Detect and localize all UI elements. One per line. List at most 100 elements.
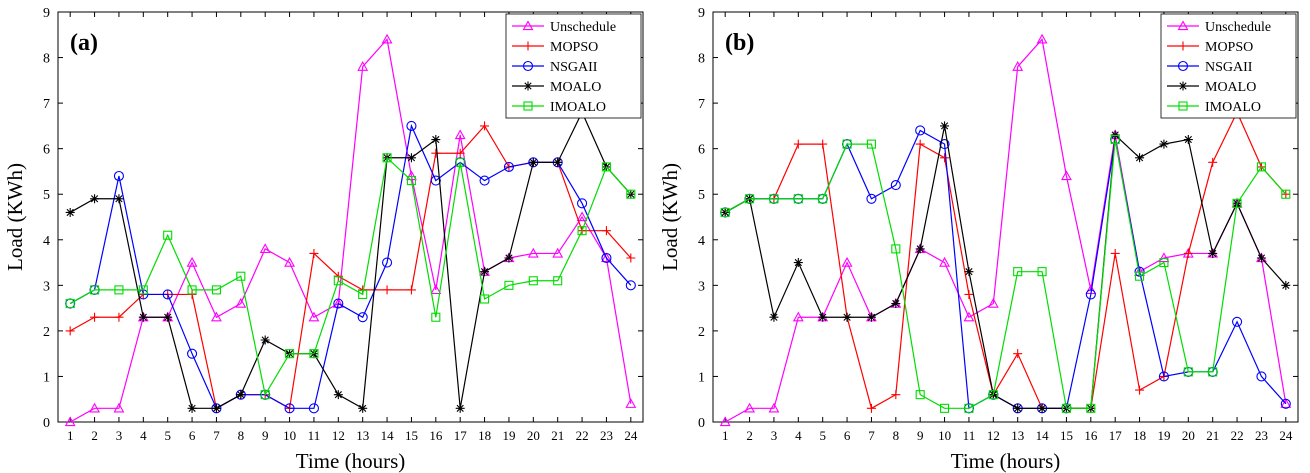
chart-a-xtick-label: 5 (164, 428, 171, 443)
chart-a-xtick-label: 19 (502, 428, 515, 443)
chart-b-point-nsgaii (1085, 289, 1096, 300)
chart-b-point-imoalo (842, 139, 852, 149)
chart-a-legend-label-moalo: MOALO (550, 80, 601, 95)
chart-b-point-nsgaii (915, 125, 926, 136)
chart-a-point-imoalo (285, 349, 295, 359)
chart-b-xtick-label: 22 (1231, 428, 1244, 443)
chart-a-xtick-label: 4 (140, 428, 147, 443)
chart-a-point-imoalo (114, 285, 124, 295)
chart-a-point-nsgaii (577, 198, 588, 209)
chart-a-point-nsgaii (503, 161, 514, 172)
chart-a-xtick-label: 1 (67, 428, 74, 443)
chart-b-xtick-label: 15 (1060, 428, 1073, 443)
chart-a-point-mopso (114, 312, 124, 322)
chart-a-point-mopso (333, 271, 343, 281)
chart-a-point-unschedule (186, 256, 198, 267)
chart-b-ytick-label: 7 (698, 97, 705, 112)
chart-b-ytick-label: 5 (698, 188, 705, 203)
chart-a-point-unschedule (454, 129, 466, 140)
chart-a-point-mopso (65, 326, 75, 336)
chart-b-panel-label: (b) (725, 30, 754, 56)
chart-a-point-nsgaii (284, 403, 295, 414)
chart-b-ytick-label: 0 (698, 416, 705, 431)
chart-a-point-unschedule (113, 402, 125, 413)
chart-b-point-mopso (1110, 248, 1120, 258)
chart-a-xtick-label: 22 (576, 428, 589, 443)
chart-a-point-unschedule (235, 297, 247, 308)
chart-a-point-moalo (455, 403, 465, 413)
chart-a-point-unschedule (357, 61, 369, 71)
chart-b-xtick-label: 24 (1279, 428, 1293, 443)
chart-a-point-imoalo (211, 285, 221, 295)
chart-a-point-moalo (431, 135, 441, 145)
chart-a-point-unschedule (406, 170, 417, 181)
chart-a-point-unschedule (332, 297, 344, 308)
chart-a-point-moalo (358, 403, 368, 413)
chart-a-point-imoalo (65, 299, 75, 309)
chart-b-point-imoalo (1232, 198, 1242, 208)
chart-b-xtick-label: 10 (938, 428, 951, 443)
chart-b-point-imoalo (1256, 162, 1266, 172)
chart-b-ytick-label: 8 (698, 52, 705, 67)
chart-a-point-unschedule (576, 211, 588, 222)
chart-a-point-mopso (431, 148, 441, 158)
chart-a-legend-marker-nsgaii (522, 60, 534, 72)
chart-a-point-moalo (114, 194, 124, 204)
chart-a-xtick-label: 10 (283, 428, 296, 443)
chart-a-ytick-label: 9 (43, 6, 50, 21)
chart-a-point-unschedule (284, 256, 295, 267)
chart-a-xtick-label: 24 (624, 428, 638, 443)
chart-b-point-moalo (842, 312, 852, 322)
chart-a-point-imoalo (431, 312, 441, 322)
chart-b-point-unschedule (841, 256, 853, 267)
chart-b-point-imoalo (720, 207, 730, 217)
chart-a-xtick-label: 8 (238, 428, 245, 443)
chart-b-point-imoalo (915, 390, 925, 400)
chart-a-ytick-label: 3 (43, 279, 50, 294)
chart-b-point-nsgaii (1232, 316, 1243, 327)
chart-b-point-moalo (891, 299, 901, 309)
chart-a-legend-label-mopso: MOPSO (550, 40, 598, 55)
chart-b-point-moalo (1159, 139, 1169, 149)
chart-b-ytick-label: 2 (698, 325, 705, 340)
chart-b-point-mopso (1281, 189, 1291, 199)
chart-b-xtick-label: 13 (1011, 428, 1024, 443)
chart-a-point-imoalo (480, 294, 490, 304)
chart-a-point-mopso (406, 285, 416, 295)
chart-a-point-mopso (382, 285, 392, 295)
chart-b-legend-marker-moalo (1178, 81, 1188, 91)
chart-a-point-moalo (480, 267, 490, 277)
chart-b-point-imoalo (1135, 271, 1145, 281)
chart-b-point-unschedule (1158, 252, 1170, 263)
chart-a-point-unschedule (259, 243, 271, 254)
chart-a-point-moalo (163, 312, 173, 322)
chart-b-xtick-label: 5 (819, 428, 826, 443)
chart-a-point-moalo (211, 403, 221, 413)
chart-b-xtick-label: 6 (844, 428, 851, 443)
chart-a-ytick-label: 1 (43, 370, 50, 385)
chart-a-xtick-label: 7 (213, 428, 220, 443)
chart-a-point-nsgaii (357, 312, 368, 323)
chart-a-xtick-label: 20 (527, 428, 540, 443)
chart-b-point-unschedule (1012, 61, 1024, 71)
chart-b-xtick-label: 8 (893, 428, 900, 443)
chart-b-point-unschedule (1280, 398, 1292, 408)
chart-a-point-mopso (480, 121, 490, 131)
chart-b-legend-marker-nsgaii (1177, 60, 1189, 72)
chart-b-point-nsgaii (1256, 371, 1267, 382)
chart-b-point-mopso (1183, 248, 1193, 258)
chart-b-legend-marker-mopso (1178, 41, 1188, 51)
chart-b-point-moalo (793, 258, 803, 268)
chart-b-point-unschedule (1061, 170, 1072, 181)
chart-b-point-moalo (866, 312, 876, 322)
chart-b-point-unschedule (744, 402, 755, 413)
chart-a-point-moalo (504, 253, 514, 263)
chart-a-point-nsgaii (333, 298, 344, 309)
chart-b-xtick-label: 19 (1157, 428, 1170, 443)
chart-a-point-imoalo (163, 230, 173, 240)
chart-a-point-nsgaii (625, 280, 636, 291)
chart-b-point-nsgaii (890, 180, 901, 191)
chart-a-xtick-label: 17 (454, 428, 468, 443)
chart-a-point-moalo (65, 207, 75, 217)
chart-b-legend-marker-imoalo (1178, 101, 1188, 111)
